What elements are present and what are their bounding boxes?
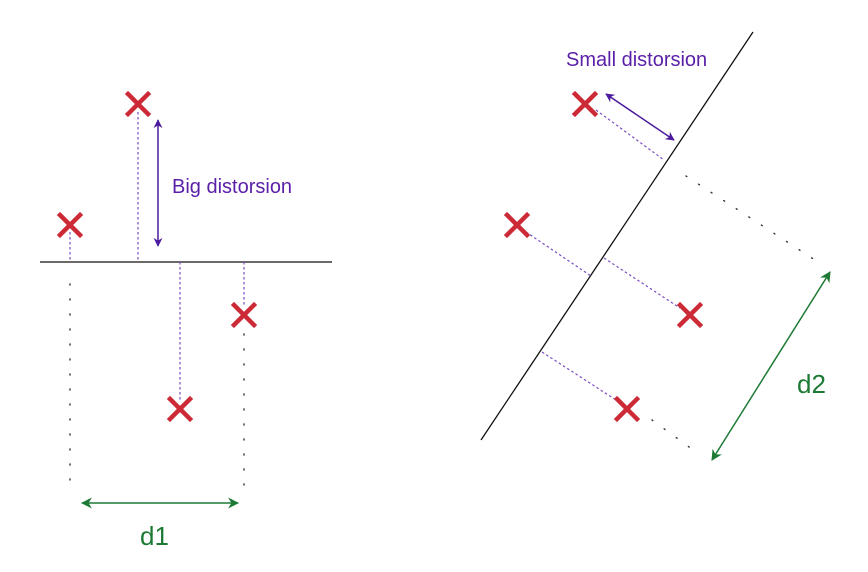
d2-distance-arrow — [711, 271, 831, 461]
left-panel: Big distorsion d1 — [40, 90, 332, 551]
projection-line — [603, 257, 681, 309]
data-point-cross — [613, 395, 641, 423]
extent-dotted-line — [685, 175, 819, 263]
small-distorsion-arrow — [605, 93, 675, 141]
data-point-cross — [124, 90, 152, 118]
projection-line — [595, 109, 665, 161]
data-point-cross — [676, 301, 704, 329]
big-distorsion-label: Big distorsion — [172, 176, 292, 198]
d2-label: d2 — [797, 369, 826, 399]
extent-dotted-line — [651, 419, 697, 453]
data-point-cross — [166, 395, 194, 423]
d1-label: d1 — [140, 521, 169, 551]
data-point-cross — [230, 301, 258, 329]
small-distorsion-label: Small distorsion — [566, 49, 707, 71]
projection-line — [525, 231, 592, 277]
projection-line — [541, 351, 617, 401]
data-point-cross — [571, 90, 599, 118]
data-point-cross — [503, 211, 531, 239]
right-panel: Small distorsion d2 — [480, 31, 831, 461]
data-point-cross — [56, 211, 84, 239]
diagonal-axis-line — [480, 31, 754, 441]
